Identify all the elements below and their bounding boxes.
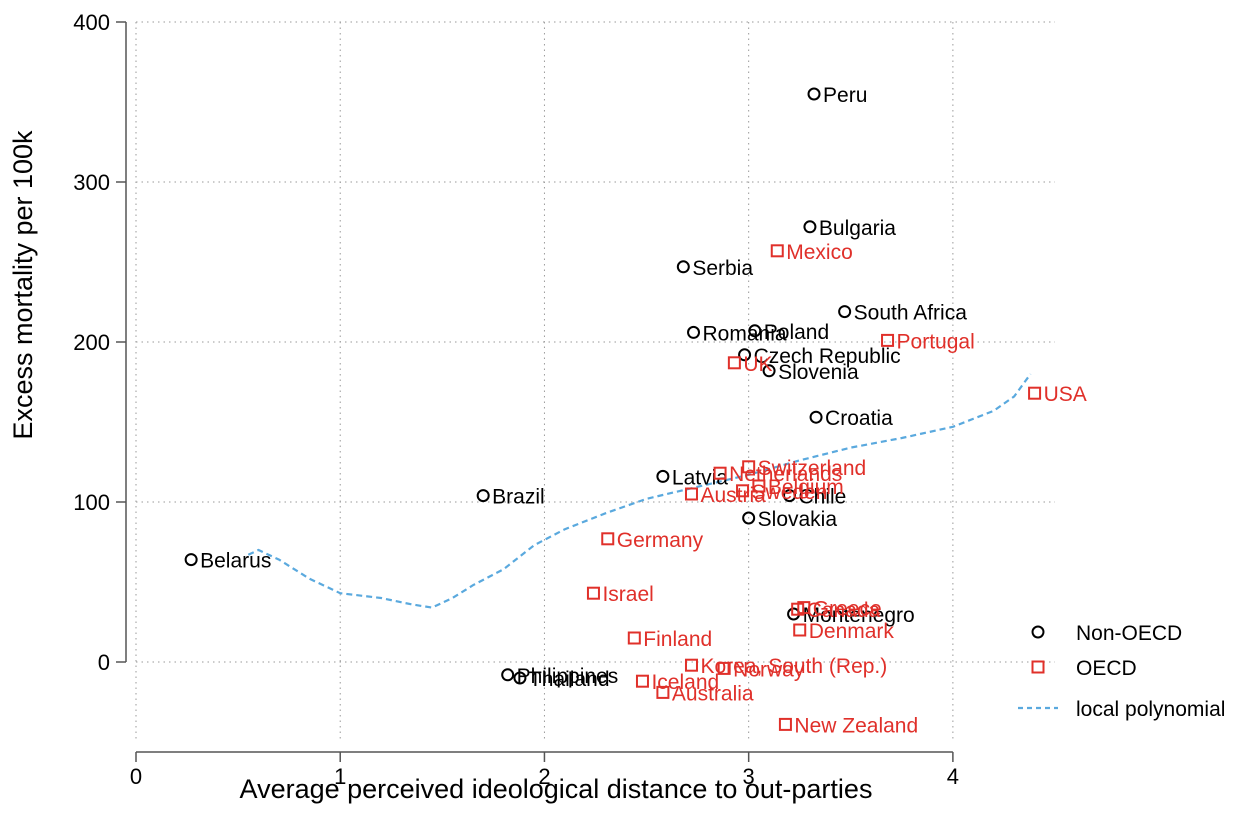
- point-iceland: [635, 674, 649, 688]
- point-thailand: [513, 671, 527, 685]
- point-slovakia: [742, 511, 756, 525]
- point-uk: [727, 356, 741, 370]
- y-tick-labels: 0 100 200 300 400: [73, 10, 110, 675]
- point-latvia: [656, 469, 670, 483]
- x-axis-title: Average perceived ideological distance t…: [240, 774, 873, 804]
- point-label-slovakia: Slovakia: [758, 508, 838, 531]
- point-label-romania: Romania: [703, 322, 787, 345]
- point-poland: [748, 324, 762, 338]
- point-label-croatia: Croatia: [825, 407, 893, 430]
- point-sweden: [736, 484, 750, 498]
- point-label-switzerland: Switzerland: [758, 457, 867, 480]
- y-tick-label: 100: [73, 490, 110, 515]
- point-label-greece: Greece: [813, 598, 882, 621]
- point-croatia: [809, 410, 823, 424]
- point-label-new-zealand: New Zealand: [794, 714, 918, 737]
- point-label-denmark: Denmark: [809, 620, 895, 643]
- point-label-czech-republic: Czech Republic: [754, 345, 901, 368]
- y-tick-label: 400: [73, 10, 110, 35]
- local-polynomial-series: [247, 373, 1032, 609]
- point-serbia: [676, 260, 690, 274]
- point-chile: [783, 489, 797, 503]
- point-label-austria: Austria: [700, 484, 766, 507]
- point-bulgaria: [803, 220, 817, 234]
- point-canada: [791, 602, 805, 616]
- point-label-south-africa: South Africa: [854, 302, 968, 325]
- point-denmark: [793, 623, 807, 637]
- x-tick-label: 4: [947, 764, 959, 789]
- point-label-korea-south-rep: Korea, South (Rep.): [700, 655, 887, 678]
- x-tick-labels: 0 1 2 3 4: [130, 764, 959, 789]
- point-label-serbia: Serbia: [692, 257, 753, 280]
- legend-non-oecd-marker: [1031, 625, 1045, 639]
- point-mexico: [770, 244, 784, 258]
- point-label-bulgaria: Bulgaria: [819, 217, 896, 240]
- point-finland: [627, 631, 641, 645]
- local-polynomial-line: [247, 373, 1032, 609]
- axes: [116, 21, 954, 762]
- y-tick-label: 200: [73, 330, 110, 355]
- point-germany: [601, 532, 615, 546]
- point-label-slovenia: Slovenia: [778, 361, 859, 384]
- point-label-montenegro: Montenegro: [803, 604, 915, 627]
- point-belgium: [752, 479, 766, 493]
- point-label-israel: Israel: [602, 583, 653, 606]
- legend-oecd-marker: [1031, 660, 1045, 674]
- point-label-peru: Peru: [823, 84, 867, 107]
- point-peru: [807, 87, 821, 101]
- point-austria: [684, 487, 698, 501]
- point-norway: [717, 661, 731, 675]
- point-label-germany: Germany: [617, 529, 704, 552]
- point-label-sweden: Sweden: [752, 481, 828, 504]
- x-tick-label: 3: [743, 764, 755, 789]
- x-tick-label: 0: [130, 764, 142, 789]
- point-portugal: [881, 333, 895, 347]
- point-label-chile: Chile: [799, 486, 847, 509]
- point-label-usa: USA: [1044, 383, 1087, 406]
- point-slovenia: [762, 364, 776, 378]
- point-romania: [687, 325, 701, 339]
- legend-label-oecd: OECD: [1076, 657, 1137, 680]
- y-tick-label: 300: [73, 170, 110, 195]
- gridlines: [135, 21, 1055, 742]
- point-switzerland: [742, 460, 756, 474]
- point-korea-south-rep: [684, 658, 698, 672]
- point-belarus: [184, 553, 198, 567]
- point-new-zealand: [778, 717, 792, 731]
- legend: Non-OECD OECD local polynomial: [1018, 622, 1225, 721]
- y-axis-title: Excess mortality per 100k: [8, 130, 38, 440]
- point-label-finland: Finland: [643, 628, 712, 651]
- point-label-thailand: Thailand: [529, 668, 610, 691]
- x-tick-label: 1: [334, 764, 346, 789]
- y-tick-label: 0: [98, 650, 110, 675]
- point-label-canada: Canada: [807, 599, 881, 622]
- point-label-poland: Poland: [764, 321, 829, 344]
- point-label-portugal: Portugal: [897, 330, 975, 353]
- point-philippines: [501, 668, 515, 682]
- point-netherlands: [713, 466, 727, 480]
- point-label-mexico: Mexico: [786, 241, 853, 264]
- point-czech-republic: [738, 348, 752, 362]
- point-israel: [586, 586, 600, 600]
- legend-label-local-polynomial: local polynomial: [1076, 698, 1225, 721]
- x-tick-label: 2: [538, 764, 550, 789]
- point-label-philippines: Philippines: [517, 665, 619, 688]
- point-label-belarus: Belarus: [200, 550, 271, 573]
- point-label-brazil: Brazil: [492, 486, 545, 509]
- data-points: Peru Bulgaria Serbia South Africa RomaniaPol…: [184, 84, 1087, 737]
- point-label-uk: UK: [743, 353, 772, 376]
- point-australia: [656, 685, 670, 699]
- point-south-africa: [838, 305, 852, 319]
- legend-label-non-oecd: Non-OECD: [1076, 622, 1182, 645]
- point-brazil: [476, 489, 490, 503]
- point-label-norway: Norway: [733, 658, 805, 681]
- point-usa: [1028, 386, 1042, 400]
- point-label-australia: Australia: [672, 682, 754, 705]
- point-label-belgium: Belgium: [768, 476, 844, 499]
